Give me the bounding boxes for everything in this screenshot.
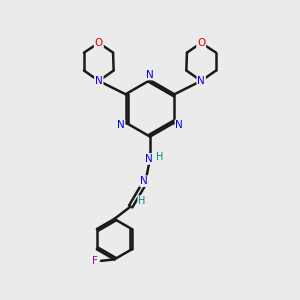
Text: O: O xyxy=(95,38,103,48)
Text: N: N xyxy=(197,76,205,86)
Text: H: H xyxy=(138,196,146,206)
Text: O: O xyxy=(197,38,205,48)
Text: N: N xyxy=(176,120,183,130)
Text: H: H xyxy=(156,152,163,161)
Text: F: F xyxy=(92,256,98,266)
Text: N: N xyxy=(145,154,152,164)
Text: N: N xyxy=(95,76,103,86)
Text: N: N xyxy=(146,70,154,80)
Text: N: N xyxy=(140,176,148,186)
Text: N: N xyxy=(117,120,124,130)
